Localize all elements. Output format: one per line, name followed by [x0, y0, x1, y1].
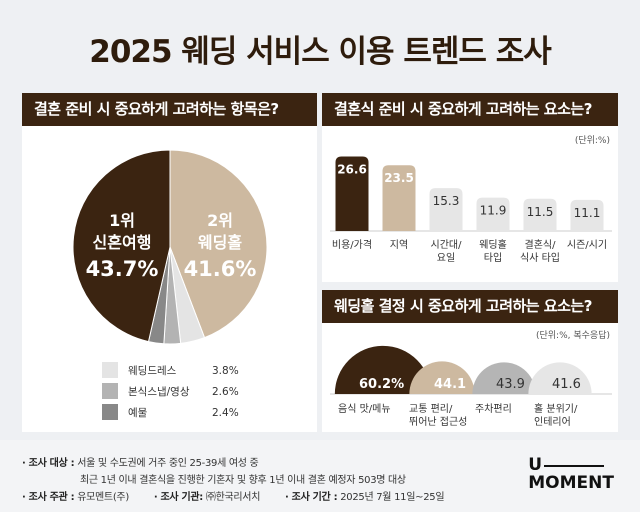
bar-title: 결혼식 준비 시 중요하게 고려하는 요소는?	[322, 93, 618, 126]
target-text: 서울 및 수도권에 거주 중인 25-39세 여성 중	[77, 458, 259, 469]
bar	[382, 165, 416, 231]
bar-panel: 결혼식 준비 시 중요하게 고려하는 요소는? (단위:%) 26.6 비용/가격…	[322, 93, 618, 282]
host-text: 유모멘트(주)	[77, 492, 129, 503]
semicircle-value-label: 60.2%	[359, 377, 404, 392]
bar-value-label: 11.5	[527, 205, 554, 219]
semicircle	[409, 361, 475, 394]
bar-value-label: 23.5	[384, 171, 414, 185]
bar-category-label: 지역	[390, 239, 408, 251]
bar-category-label: 결혼식/	[525, 238, 557, 251]
page-title: 2025 웨딩 서비스 이용 트렌드 조사	[89, 34, 551, 70]
agency-label: · 조사 기관:	[153, 492, 203, 503]
semicircle-category-label: 뛰어난 접근성	[409, 416, 467, 428]
bar-unit: (단위:%)	[574, 136, 610, 146]
bar-category-label: 식사 타입	[520, 251, 560, 264]
bar-category-label: 요일	[437, 252, 455, 264]
pie-slice-value: 43.7%	[86, 257, 159, 281]
period-label: · 조사 기간 :	[284, 492, 338, 503]
semicircle-value-label: 41.6	[552, 377, 581, 392]
semicircle	[334, 345, 432, 394]
bar-value-label: 15.3	[433, 194, 460, 208]
semicircle-category-label: 교통 편리/	[409, 403, 453, 415]
bar-value-label: 26.6	[337, 163, 367, 177]
period-text: 2025년 7월 11일~25일	[340, 492, 445, 503]
legend-value: 2.6%	[212, 386, 239, 398]
host-label: · 조사 주관 :	[22, 492, 75, 503]
target-label: · 조사 대상 :	[22, 458, 75, 469]
bar	[429, 188, 463, 231]
pie-slice-0	[169, 149, 268, 339]
bar-category-label: 웨딩홀	[479, 238, 507, 251]
semicircle-category-label: 홀 분위기/	[534, 402, 578, 415]
legend-value: 2.4%	[212, 407, 239, 419]
legend-swatch	[102, 404, 118, 420]
agency-text: ㈜한국리서치	[205, 492, 261, 503]
logo: U MOMENT	[528, 455, 614, 493]
pie-slice-name: 신혼여행	[93, 233, 152, 252]
pie-rank-label: 2위	[207, 211, 233, 230]
bar	[335, 156, 369, 231]
semicircle-chart: 60.2% 44.1 43.9 41.6 음식 맛/메뉴 교통 편리/뛰어난 접근성 주차편…	[330, 345, 612, 428]
bar-value-label: 11.1	[574, 206, 601, 220]
semicircle-category-label: 주차편리	[475, 403, 512, 415]
legend-swatch	[102, 383, 118, 399]
pie-slice-value: 41.6%	[184, 257, 257, 281]
semicircle-category-label: 인테리어	[534, 416, 571, 428]
semicircle	[528, 362, 592, 394]
legend-swatch	[102, 362, 118, 378]
semicircle-category-label: 음식 맛/메뉴	[338, 403, 391, 415]
bar	[476, 197, 510, 231]
legend-value: 3.8%	[212, 365, 239, 377]
bar-value-label: 11.9	[480, 204, 507, 218]
semicircle-value-label: 43.9	[496, 377, 525, 392]
legend-label: 본식스냅/영상	[128, 386, 190, 398]
legend-label: 예물	[128, 406, 148, 419]
pie-rank-label: 1위	[109, 211, 135, 230]
bar-category-label: 타입	[484, 251, 502, 264]
footer: · 조사 대상 : 서울 및 수도권에 거주 중인 25-39세 여성 중 최근…	[0, 440, 640, 512]
target-text-2: 최근 1년 이내 결혼식을 진행한 기혼자 및 향후 1년 이내 결혼 예정자 …	[80, 475, 406, 486]
pie-slice-name: 웨딩홀	[198, 233, 242, 252]
legend-label: 웨딩드레스	[128, 365, 177, 377]
bar-category-label: 시즌/시기	[567, 239, 607, 251]
semi-title: 웨딩홀 결정 시 중요하게 고려하는 요소는?	[322, 290, 618, 323]
semicircle-value-label: 44.1	[434, 377, 466, 392]
bar	[570, 199, 604, 231]
pie-title: 결혼 준비 시 중요하게 고려하는 항목은?	[22, 93, 317, 126]
semi-unit: (단위:%, 복수응답)	[535, 331, 610, 341]
bar	[523, 198, 557, 231]
bar-category-label: 비용/가격	[332, 238, 372, 251]
semicircle	[472, 362, 536, 394]
semi-panel: 웨딩홀 결정 시 중요하게 고려하는 요소는? (단위:%, 복수응답) 60.…	[322, 290, 618, 432]
bar-category-label: 시간대/	[431, 239, 463, 251]
pie-slice-4	[72, 149, 171, 343]
